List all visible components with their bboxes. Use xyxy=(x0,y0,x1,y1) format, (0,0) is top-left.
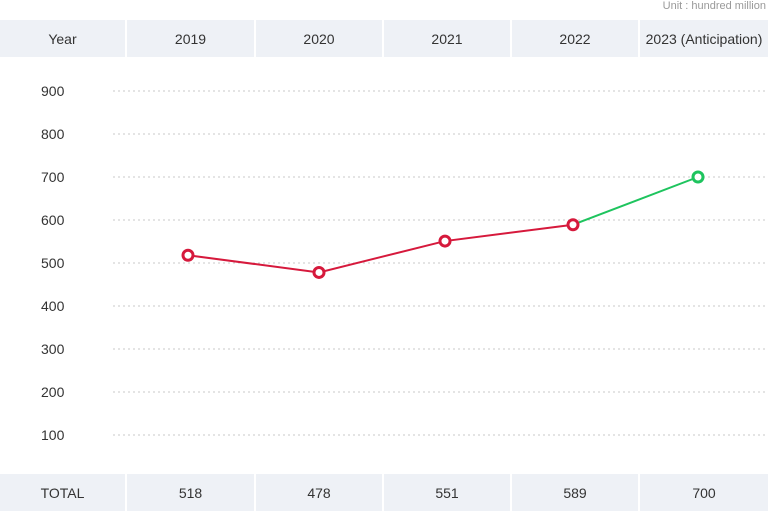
unit-label: Unit : hundred million xyxy=(662,0,766,12)
header-year-2019: 2019 xyxy=(127,20,256,57)
data-point xyxy=(691,170,705,184)
total-row: TOTAL 518 478 551 589 700 xyxy=(0,474,768,511)
data-point xyxy=(181,248,195,262)
total-2022: 589 xyxy=(512,474,640,511)
data-point xyxy=(312,265,326,279)
total-2021: 551 xyxy=(384,474,512,511)
year-header-row: Year 2019 2020 2021 2022 2023 (Anticipat… xyxy=(0,20,768,57)
y-tick-label: 300 xyxy=(41,341,65,357)
data-point xyxy=(438,234,452,248)
header-year-2021: 2021 xyxy=(384,20,512,57)
y-tick-label: 400 xyxy=(41,298,65,314)
y-tick-label: 600 xyxy=(41,212,65,228)
header-year-label: Year xyxy=(0,20,127,57)
total-2023: 700 xyxy=(692,484,716,501)
series-line-anticipation xyxy=(572,176,699,226)
data-point xyxy=(566,218,580,232)
total-label: TOTAL xyxy=(0,474,127,511)
header-year-2020: 2020 xyxy=(256,20,384,57)
y-tick-label: 900 xyxy=(41,83,65,99)
y-tick-label: 500 xyxy=(41,255,65,271)
y-tick-label: 200 xyxy=(41,384,65,400)
total-2019: 518 xyxy=(127,474,256,511)
total-2020: 478 xyxy=(256,474,384,511)
header-year-2023: 2023 (Anticipation) xyxy=(645,30,763,47)
y-tick-label: 800 xyxy=(41,126,65,142)
series-line-actual xyxy=(187,223,574,274)
header-year-2022: 2022 xyxy=(512,20,640,57)
y-tick-label: 100 xyxy=(41,427,65,443)
y-tick-label: 700 xyxy=(41,169,65,185)
